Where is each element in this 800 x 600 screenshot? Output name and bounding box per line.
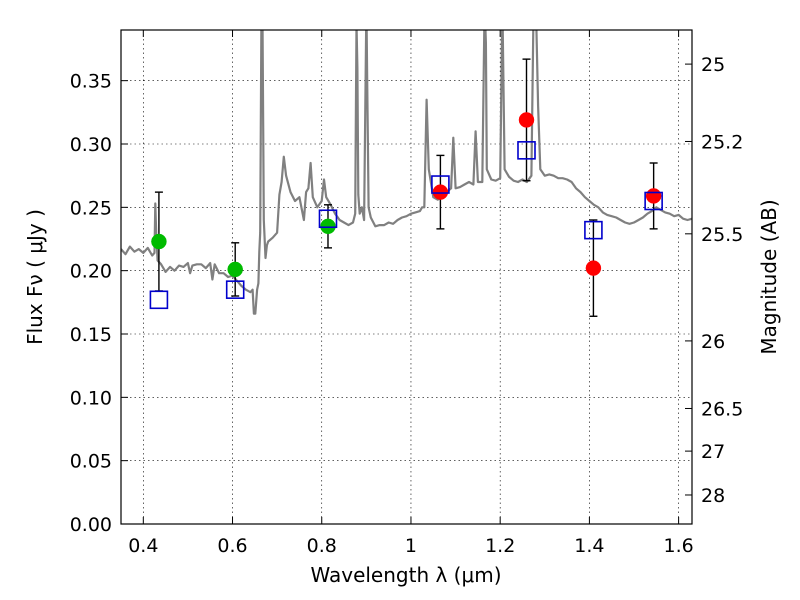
right-axis-label: Magnitude (AB)	[757, 199, 781, 354]
right-tick-label: 28	[701, 485, 725, 507]
model-square-point	[517, 141, 536, 160]
axis-ticks: 0.4 0.6 0.8 1 1.2 1.4 1.6 0.00 0.05 0.10 0.15 0.20 0…	[70, 30, 743, 557]
y-tick-label: 0.00	[70, 514, 112, 536]
y-tick-label: 0.20	[70, 261, 112, 283]
red-data-point	[432, 184, 449, 200]
red-data-point	[518, 112, 535, 128]
grid-lines	[121, 30, 692, 524]
right-tick-label: 26	[701, 331, 725, 353]
model-square-point	[149, 290, 169, 310]
model-square-point	[431, 175, 450, 194]
x-tick-label: 1.6	[664, 535, 694, 557]
model-square-point	[225, 280, 245, 299]
red-data-point	[585, 260, 602, 276]
plot-area	[121, 30, 692, 317]
y-axis-label: Flux Fν ( μJy )	[23, 209, 47, 345]
x-tick-label: 0.4	[128, 535, 158, 557]
x-tick-label: 0.6	[217, 535, 247, 557]
y-tick-label: 0.10	[70, 387, 112, 409]
green-data-point	[227, 261, 243, 278]
green-data-point	[151, 233, 167, 250]
x-tick-label: 1.2	[485, 535, 515, 557]
model-square-point	[318, 209, 338, 229]
right-tick-label: 25	[701, 54, 725, 76]
model-square-point	[644, 191, 663, 211]
y-tick-label: 0.30	[70, 134, 112, 156]
y-tick-label: 0.25	[70, 197, 112, 219]
y-tick-label: 0.05	[70, 451, 112, 473]
model-spectrum-line	[121, 30, 692, 315]
x-tick-label: 1	[405, 535, 417, 557]
model-square-point	[584, 220, 603, 240]
y-tick-label: 0.35	[70, 71, 112, 93]
y-tick-label: 0.15	[70, 324, 112, 346]
red-data-point	[645, 188, 662, 204]
green-data-point	[320, 218, 336, 235]
right-tick-label: 26.5	[701, 398, 743, 420]
plot-frame	[120, 29, 693, 525]
x-tick-label: 0.8	[307, 535, 337, 557]
right-tick-label: 25.2	[701, 131, 743, 153]
right-tick-label: 25.5	[701, 224, 743, 246]
x-axis-label: Wavelength λ (μm)	[310, 563, 501, 587]
x-tick-label: 1.4	[574, 535, 604, 557]
right-tick-label: 27	[701, 441, 725, 463]
